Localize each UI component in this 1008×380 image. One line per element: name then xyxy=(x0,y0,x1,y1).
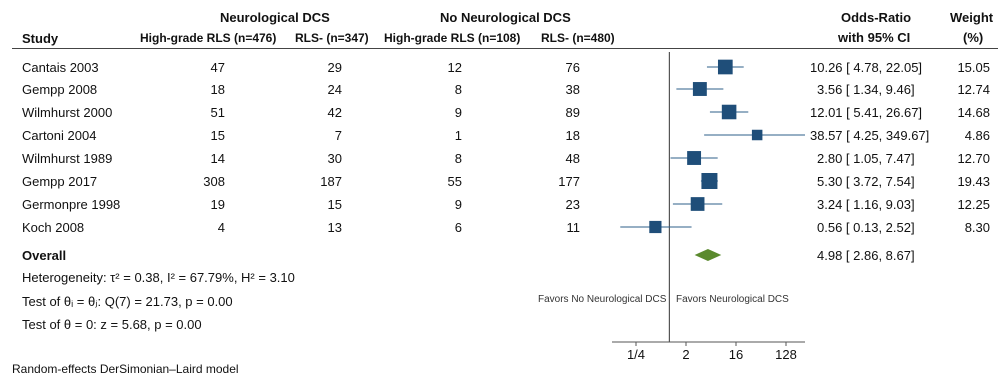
g1-col1-header: High-grade RLS (n=476) xyxy=(140,31,277,45)
study-header: Study xyxy=(22,31,59,46)
cell-d: 76 xyxy=(565,60,580,75)
cell-c: 6 xyxy=(454,220,462,235)
ci-text: 3.24 [ 1.16, 9.03] xyxy=(817,197,915,212)
cell-d: 89 xyxy=(565,105,580,120)
study-marker xyxy=(701,173,718,189)
cell-c: 8 xyxy=(454,82,462,97)
study-marker xyxy=(690,197,705,211)
cell-a: 47 xyxy=(210,60,225,75)
ci-text: 38.57 [ 4.25, 349.67] xyxy=(810,128,930,143)
cell-d: 11 xyxy=(566,220,581,235)
study-marker xyxy=(717,59,733,75)
model-footnote: Random-effects DerSimonian–Laird model xyxy=(12,362,239,376)
cell-a: 15 xyxy=(210,128,225,143)
x-tick-label: 1/4 xyxy=(627,347,645,362)
ci-text: 12.01 [ 5.41, 26.67] xyxy=(810,105,923,120)
cell-b: 30 xyxy=(327,151,342,166)
weight-value: 15.05 xyxy=(957,60,990,75)
weight-value: 12.74 xyxy=(957,82,990,97)
cell-b: 187 xyxy=(320,174,342,189)
overall-diamond xyxy=(694,249,722,261)
weight-value: 14.68 xyxy=(957,105,990,120)
ci-text: 10.26 [ 4.78, 22.05] xyxy=(810,60,923,75)
cell-a: 308 xyxy=(203,174,225,189)
cell-c: 8 xyxy=(454,151,462,166)
cell-c: 9 xyxy=(454,197,462,212)
cell-b: 29 xyxy=(327,60,342,75)
header-rule xyxy=(12,48,998,49)
cell-a: 18 xyxy=(210,82,225,97)
cell-d: 38 xyxy=(565,82,580,97)
study-marker xyxy=(649,220,662,234)
cell-d: 48 xyxy=(565,151,580,166)
study-name: Germonpre 1998 xyxy=(22,197,121,212)
weight-value: 12.25 xyxy=(957,197,990,212)
cell-b: 42 xyxy=(327,105,342,120)
cell-a: 4 xyxy=(217,220,225,235)
x-tick-label: 2 xyxy=(682,347,689,362)
weight-value: 8.30 xyxy=(964,220,990,235)
g2-col1-header: High-grade RLS (n=108) xyxy=(384,31,521,45)
cell-d: 18 xyxy=(565,128,580,143)
or-header: Odds-Ratio xyxy=(841,10,912,25)
weight-value: 4.86 xyxy=(964,128,990,143)
ci-text: 2.80 [ 1.05, 7.47] xyxy=(817,151,915,166)
overall-label: Overall xyxy=(22,248,67,263)
cell-c: 12 xyxy=(447,60,462,75)
ci-text: 5.30 [ 3.72, 7.54] xyxy=(817,174,915,189)
group1-header: Neurological DCS xyxy=(220,10,330,25)
study-name: Cartoni 2004 xyxy=(22,128,97,143)
study-name: Wilmhurst 1989 xyxy=(22,151,113,166)
g1-col2-header: RLS- (n=347) xyxy=(295,31,369,45)
cell-c: 9 xyxy=(454,105,462,120)
cell-c: 1 xyxy=(454,128,462,143)
study-name: Cantais 2003 xyxy=(22,60,99,75)
study-marker xyxy=(692,82,707,96)
cell-a: 19 xyxy=(210,197,225,212)
cell-a: 51 xyxy=(210,105,225,120)
cell-b: 24 xyxy=(327,82,342,97)
study-marker xyxy=(687,151,702,165)
study-name: Koch 2008 xyxy=(22,220,85,235)
cell-b: 13 xyxy=(327,220,342,235)
study-name: Gempp 2008 xyxy=(22,82,98,97)
heterogeneity-stat: Heterogeneity: τ² = 0.38, I² = 67.79%, H… xyxy=(22,270,295,285)
weight-subheader: (%) xyxy=(963,30,984,45)
group2-header: No Neurological DCS xyxy=(440,10,571,25)
cell-b: 7 xyxy=(334,128,342,143)
weight-value: 12.70 xyxy=(957,151,990,166)
cell-a: 14 xyxy=(210,151,225,166)
cell-d: 177 xyxy=(558,174,580,189)
weight-header: Weight xyxy=(950,10,994,25)
x-tick-label: 128 xyxy=(775,347,797,362)
g2-col2-header: RLS- (n=480) xyxy=(541,31,615,45)
cell-b: 15 xyxy=(327,197,342,212)
x-tick-label: 16 xyxy=(729,347,743,362)
ci-text: 0.56 [ 0.13, 2.52] xyxy=(817,220,915,235)
cell-d: 23 xyxy=(565,197,580,212)
study-marker xyxy=(751,129,763,141)
ci-text: 3.56 [ 1.34, 9.46] xyxy=(817,82,915,97)
study-marker xyxy=(721,104,737,120)
weight-value: 19.43 xyxy=(957,174,990,189)
test-equal-stat: Test of θᵢ = θⱼ: Q(7) = 21.73, p = 0.00 xyxy=(22,294,233,309)
study-name: Wilmhurst 2000 xyxy=(22,105,113,120)
overall-ci-text: 4.98 [ 2.86, 8.67] xyxy=(817,248,915,263)
or-subheader: with 95% CI xyxy=(838,30,911,45)
favors-right-label: Favors Neurological DCS xyxy=(676,294,789,305)
study-name: Gempp 2017 xyxy=(22,174,98,189)
test-zero-stat: Test of θ = 0: z = 5.68, p = 0.00 xyxy=(22,317,202,332)
cell-c: 55 xyxy=(447,174,462,189)
favors-left-label: Favors No Neurological DCS xyxy=(538,294,667,305)
